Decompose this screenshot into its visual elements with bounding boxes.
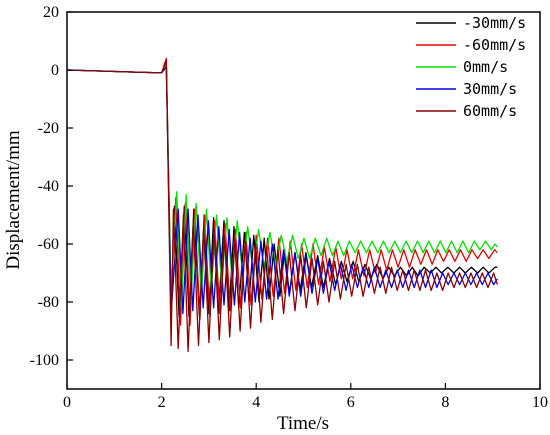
legend-label: 60mm/s [463,102,517,120]
y-tick-label: 0 [51,62,59,79]
legend-label: -60mm/s [463,36,526,54]
legend-label: -30mm/s [463,14,526,32]
series-line [66,63,498,309]
ticks-layer: 0 2 4 6 8 10 20 0 -20 -40 -60 -80 -100 [30,4,548,411]
legend: -30mm/s -60mm/s 0mm/s 30mm/s 60mm/s [416,14,526,120]
y-tick-label: -60 [38,236,59,253]
series-line [66,66,498,315]
x-axis-title: Time/s [277,413,329,434]
x-tick-label: 10 [532,394,548,411]
y-tick-label: -20 [38,120,59,137]
series-line [66,60,499,352]
series-layer [66,57,499,352]
plot-frame [66,11,541,390]
legend-label: 0mm/s [463,58,508,76]
y-tick-label: -40 [38,178,59,195]
x-tick-label: 6 [347,394,355,411]
series-line [66,60,498,318]
x-tick-label: 0 [63,394,71,411]
x-tick-label: 2 [158,394,166,411]
y-tick-label: 20 [43,4,59,21]
x-tick-label: 4 [252,394,260,411]
legend-label: 30mm/s [463,80,517,98]
x-tick-label: 8 [441,394,449,411]
y-tick-label: -100 [30,352,59,369]
y-tick-label: -80 [38,294,59,311]
y-axis-title: Displacement/mm [3,130,24,270]
series-line [66,57,498,326]
